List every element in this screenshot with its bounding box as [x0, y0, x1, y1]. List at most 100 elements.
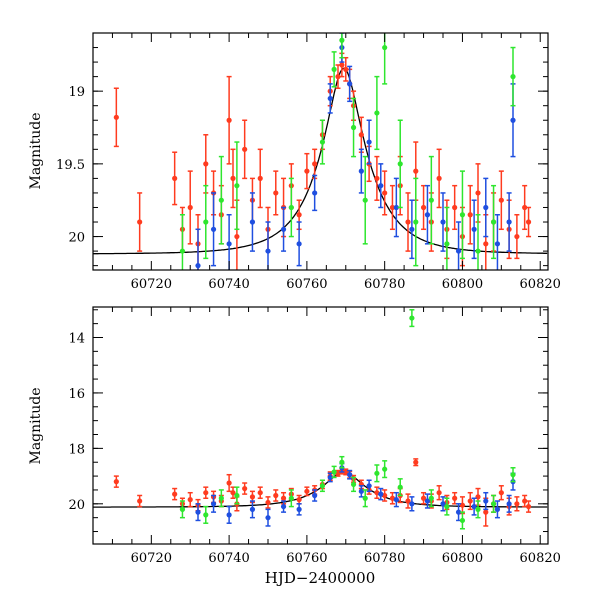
data-point-marker — [304, 168, 310, 174]
data-point-marker — [428, 197, 434, 203]
top-series-0-point — [525, 206, 532, 238]
bottom-series-0-point — [525, 500, 532, 513]
top-series-0-point — [436, 148, 442, 209]
bottom-series-1-point — [378, 487, 384, 501]
top-series-2-point — [382, 33, 388, 85]
data-point-marker — [343, 66, 349, 72]
data-point-marker — [187, 497, 193, 503]
data-point-marker — [405, 219, 411, 225]
top-x-tick-label: 60740 — [208, 277, 249, 292]
data-point-marker — [242, 485, 248, 492]
top-series-2-point — [339, 33, 345, 59]
data-point-marker — [506, 501, 512, 507]
bottom-series-2-point — [203, 505, 209, 524]
data-point-marker — [249, 494, 256, 500]
data-point-marker — [296, 212, 302, 218]
data-point-marker — [331, 469, 337, 475]
data-point-marker — [339, 37, 345, 43]
bottom-x-tick-label: 60740 — [208, 551, 249, 566]
data-point-marker — [382, 466, 388, 472]
top-panel: 60720 60740 60760 60780 60800 60820 19 19.5 20 M… — [28, 32, 561, 292]
data-point-marker — [366, 483, 372, 489]
bottom-y-tick-label: 18 — [68, 442, 85, 457]
bottom-x-tick-label: 60780 — [364, 551, 405, 566]
data-point-marker — [195, 263, 201, 269]
data-point-marker — [444, 241, 450, 247]
bottom-series-2-point — [510, 467, 516, 483]
top-series-2-point — [350, 97, 357, 158]
bottom-x-tick-label: 60820 — [520, 551, 561, 566]
top-series-2-point — [288, 177, 294, 238]
data-point-marker — [397, 161, 403, 167]
bottom-series-1-point — [366, 479, 372, 493]
top-series-0-point — [452, 184, 458, 231]
data-point-marker — [203, 161, 209, 167]
data-point-marker — [413, 168, 419, 174]
data-point-marker — [483, 204, 489, 211]
data-point-marker — [358, 132, 364, 138]
bottom-series-1-point — [471, 497, 477, 516]
data-point-marker — [296, 497, 302, 503]
data-point-marker — [288, 204, 294, 211]
bottom-series-0-point — [226, 473, 232, 493]
bottom-series-0-point — [436, 485, 442, 501]
data-point-marker — [230, 175, 236, 181]
data-point-marker — [378, 183, 384, 189]
bottom-panel-frame — [92, 306, 549, 545]
data-point-marker — [420, 204, 427, 211]
bottom-series-2-point — [339, 455, 345, 469]
bottom-series-0-point — [420, 491, 427, 505]
top-series-0-point — [242, 119, 248, 180]
data-point-marker — [339, 459, 345, 465]
top-series-1-point — [249, 192, 256, 252]
bottom-series-0-point — [187, 491, 193, 508]
bottom-series-0-point — [242, 482, 248, 495]
data-point-marker — [203, 512, 209, 518]
data-point-marker — [374, 110, 380, 116]
top-y-tick-label: 19 — [68, 85, 85, 100]
data-point-marker — [273, 190, 279, 196]
top-series-2-point — [510, 46, 516, 107]
top-x-tick-label: 60800 — [442, 277, 483, 292]
top-series-2-point — [203, 184, 209, 260]
data-point-marker — [444, 503, 450, 510]
data-point-marker — [455, 509, 462, 515]
top-model-curve — [93, 67, 548, 255]
data-point-marker — [242, 146, 248, 152]
data-point-marker — [483, 498, 489, 504]
data-point-marker — [514, 233, 520, 240]
bottom-series-1-point — [347, 469, 353, 480]
data-point-marker — [440, 501, 446, 507]
bottom-series-2-point — [362, 489, 368, 508]
data-point-marker — [471, 226, 477, 232]
bottom-series-1-point — [506, 494, 512, 513]
data-point-marker — [494, 506, 501, 512]
top-series-2-point — [459, 170, 466, 260]
data-point-marker — [265, 248, 271, 254]
top-series-0-point — [514, 213, 520, 260]
data-point-marker — [226, 480, 232, 486]
data-point-marker — [280, 495, 287, 501]
data-point-marker — [195, 509, 201, 515]
data-point-marker — [179, 248, 186, 254]
top-series-2-point — [444, 206, 450, 270]
top-series-0-point — [203, 134, 209, 194]
top-y-tick-label: 19.5 — [56, 158, 85, 173]
top-series-2-point — [428, 155, 434, 245]
data-point-marker — [226, 241, 232, 247]
data-point-marker — [327, 95, 333, 102]
top-y-axis-label: Magnitude — [28, 112, 44, 189]
bottom-series-0-point — [343, 468, 349, 476]
data-point-marker — [420, 495, 427, 501]
bottom-series-2-point — [397, 478, 403, 497]
data-point-marker — [257, 490, 263, 496]
data-point-marker — [358, 488, 364, 494]
data-point-marker — [490, 219, 497, 225]
data-point-marker — [350, 124, 357, 131]
data-point-marker — [249, 506, 256, 512]
top-series-1-point — [265, 221, 271, 270]
data-point-marker — [362, 197, 368, 203]
top-series-0-point — [137, 192, 143, 252]
data-point-marker — [475, 190, 481, 196]
data-point-marker — [137, 498, 143, 504]
